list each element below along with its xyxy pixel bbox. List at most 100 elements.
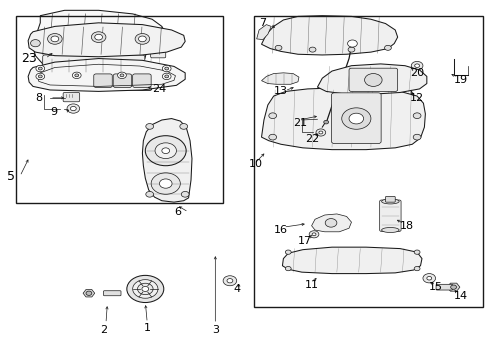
Circle shape [135, 33, 149, 44]
Text: 24: 24 [152, 84, 166, 94]
Circle shape [412, 134, 420, 140]
Circle shape [159, 179, 172, 188]
Text: 5: 5 [7, 170, 15, 183]
Text: 13: 13 [273, 86, 287, 96]
Text: 3: 3 [211, 325, 218, 335]
Polygon shape [261, 73, 298, 84]
Circle shape [364, 73, 381, 86]
Circle shape [47, 33, 62, 44]
Circle shape [38, 75, 42, 78]
Circle shape [164, 67, 168, 70]
FancyBboxPatch shape [84, 70, 151, 90]
FancyBboxPatch shape [379, 200, 400, 231]
Text: 19: 19 [453, 75, 467, 85]
FancyBboxPatch shape [385, 197, 394, 202]
Ellipse shape [112, 35, 124, 58]
Circle shape [132, 280, 158, 298]
Circle shape [268, 113, 276, 118]
Circle shape [51, 36, 59, 42]
Circle shape [151, 173, 180, 194]
Circle shape [413, 250, 419, 254]
Circle shape [162, 73, 171, 80]
Circle shape [162, 65, 171, 72]
Ellipse shape [51, 35, 63, 58]
Text: 8: 8 [35, 93, 42, 103]
Circle shape [38, 67, 42, 70]
Circle shape [36, 65, 44, 72]
Text: 18: 18 [399, 221, 413, 231]
Circle shape [426, 276, 431, 280]
Ellipse shape [72, 35, 83, 58]
Circle shape [117, 72, 126, 78]
Circle shape [180, 123, 187, 129]
Text: 23: 23 [21, 52, 37, 65]
Circle shape [311, 233, 315, 236]
Text: 7: 7 [259, 18, 265, 28]
Circle shape [145, 123, 153, 129]
Polygon shape [261, 88, 425, 150]
FancyBboxPatch shape [150, 41, 165, 58]
Circle shape [36, 73, 44, 80]
Circle shape [422, 274, 435, 283]
Circle shape [325, 219, 336, 227]
Circle shape [86, 291, 92, 296]
Polygon shape [28, 23, 185, 57]
Text: 14: 14 [453, 291, 467, 301]
Text: 12: 12 [409, 93, 423, 103]
Text: 22: 22 [305, 134, 319, 144]
Circle shape [347, 47, 354, 52]
FancyBboxPatch shape [331, 93, 380, 144]
Text: 20: 20 [409, 68, 423, 78]
Circle shape [164, 75, 168, 78]
Circle shape [75, 74, 79, 77]
Circle shape [318, 131, 322, 134]
Text: 4: 4 [233, 284, 241, 294]
Circle shape [162, 148, 169, 154]
FancyBboxPatch shape [94, 74, 112, 87]
Polygon shape [261, 16, 397, 55]
Circle shape [450, 285, 456, 289]
Ellipse shape [381, 199, 398, 204]
Ellipse shape [92, 35, 104, 58]
Circle shape [412, 113, 420, 118]
Text: 2: 2 [100, 325, 107, 335]
Bar [254, 16, 482, 307]
Circle shape [285, 266, 290, 271]
Circle shape [70, 107, 76, 111]
Circle shape [30, 40, 40, 47]
Circle shape [91, 32, 106, 42]
Circle shape [285, 250, 290, 254]
Polygon shape [311, 214, 351, 232]
Circle shape [67, 104, 80, 113]
FancyBboxPatch shape [348, 68, 397, 91]
Circle shape [223, 276, 236, 286]
Polygon shape [33, 10, 166, 80]
Circle shape [384, 45, 390, 50]
Circle shape [138, 36, 146, 42]
Circle shape [181, 192, 189, 197]
Text: 10: 10 [248, 159, 262, 169]
Circle shape [347, 40, 357, 47]
Circle shape [341, 108, 370, 129]
Polygon shape [142, 118, 192, 202]
Circle shape [410, 62, 422, 70]
Circle shape [308, 231, 318, 238]
Polygon shape [83, 289, 95, 297]
Circle shape [413, 266, 419, 271]
Circle shape [155, 143, 176, 158]
Text: 16: 16 [273, 225, 287, 235]
Circle shape [120, 74, 123, 77]
FancyBboxPatch shape [42, 55, 144, 75]
Circle shape [226, 279, 232, 283]
FancyBboxPatch shape [103, 291, 121, 296]
Text: 15: 15 [428, 282, 442, 292]
Polygon shape [282, 247, 421, 274]
Circle shape [308, 47, 315, 52]
Text: 9: 9 [50, 107, 57, 117]
Circle shape [315, 129, 325, 136]
Text: 6: 6 [174, 207, 181, 217]
Polygon shape [447, 283, 459, 291]
Circle shape [268, 134, 276, 140]
Circle shape [126, 275, 163, 302]
FancyBboxPatch shape [113, 74, 131, 87]
